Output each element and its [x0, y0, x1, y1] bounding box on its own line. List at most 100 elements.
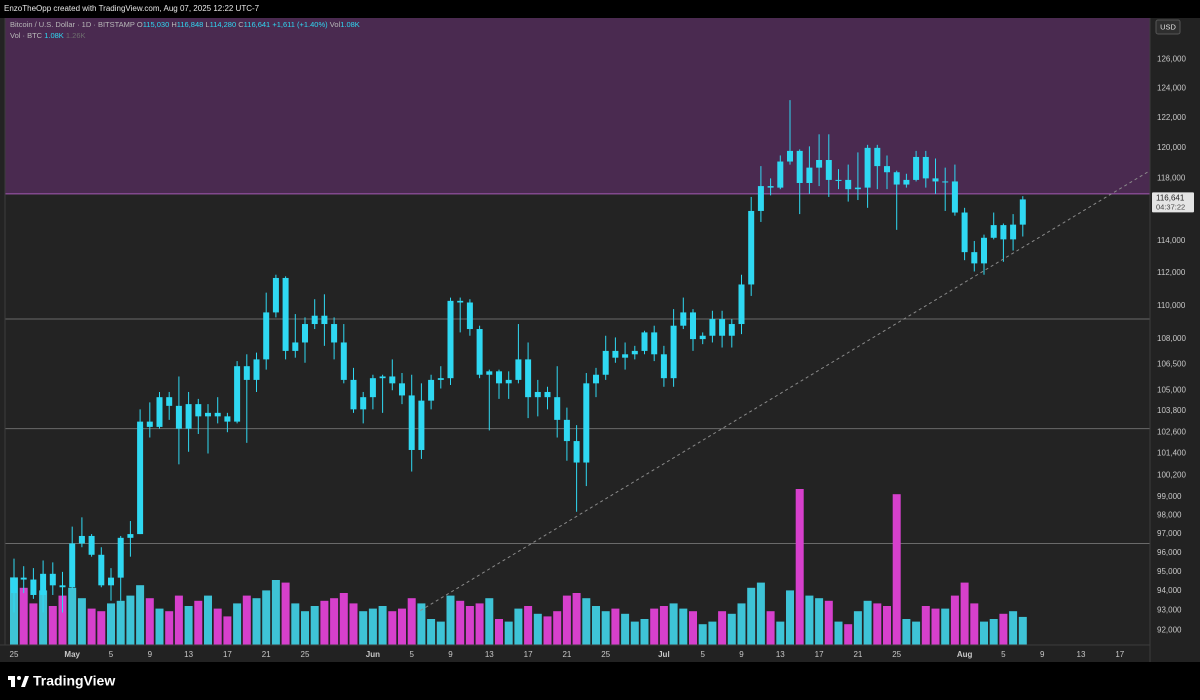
candle-body — [505, 379, 512, 384]
y-tick-label: 124,000 — [1157, 83, 1186, 92]
brand-logo — [8, 676, 29, 687]
x-tick-label: 17 — [524, 650, 533, 659]
candle-body — [699, 335, 706, 340]
volume-bar — [184, 606, 193, 645]
candle-body — [321, 315, 328, 325]
x-tick-label: 13 — [776, 650, 785, 659]
candle-body — [757, 186, 764, 211]
volume-bar — [950, 595, 959, 645]
candle-body — [903, 179, 910, 185]
candle-body — [573, 441, 580, 463]
countdown-label: 04:37:22 — [1156, 202, 1185, 211]
volume-bar — [892, 494, 901, 645]
volume-bar — [77, 598, 86, 645]
volume-bar — [844, 624, 853, 645]
volume-bar — [572, 593, 581, 645]
candle-body — [311, 315, 318, 325]
y-tick-label: 112,000 — [1157, 268, 1186, 277]
volume-bar — [330, 598, 339, 645]
y-tick-label: 102,600 — [1157, 427, 1186, 436]
x-tick-label: May — [64, 650, 80, 659]
legend-key: Vol — [330, 20, 341, 29]
currency-label: USD — [1160, 22, 1176, 31]
candle-body — [612, 350, 619, 358]
legend-value: 116,641 — [244, 20, 271, 29]
candle-body — [108, 577, 114, 586]
volume-bar — [941, 608, 950, 645]
legend-value: 1.08K — [340, 20, 360, 29]
volume-bar — [475, 603, 484, 645]
candle-body — [117, 537, 124, 578]
header-text: EnzoTheOpp created with TradingView.com,… — [4, 4, 260, 13]
candle-body — [331, 324, 338, 343]
volume-bar — [339, 593, 348, 645]
legend-change: +1,611 (+1.40%) — [272, 20, 328, 29]
volume-bar — [708, 621, 717, 645]
volume-bar — [388, 611, 397, 645]
candle-body — [447, 300, 454, 379]
candle-body — [835, 179, 842, 181]
volume-bar — [368, 608, 377, 645]
candle-body — [709, 319, 716, 336]
volume-bar — [446, 595, 455, 645]
volume-bar — [456, 600, 465, 645]
legend-key: O — [137, 20, 143, 29]
candle-body — [40, 573, 47, 595]
y-tick-label: 94,000 — [1157, 586, 1182, 595]
x-tick-label: 5 — [109, 650, 114, 659]
volume-bar — [271, 580, 280, 645]
candle-body — [563, 419, 570, 442]
x-tick-label: 9 — [1040, 650, 1045, 659]
candle-body — [78, 535, 85, 544]
volume-bar — [650, 608, 659, 645]
candle-body — [884, 166, 890, 173]
volume-bar — [834, 621, 843, 645]
volume-bar — [213, 608, 222, 645]
candle-body — [1010, 224, 1017, 240]
x-tick-label: 21 — [562, 650, 571, 659]
legend-value: 1.08K — [44, 31, 64, 40]
y-tick-label: 103,800 — [1157, 406, 1186, 415]
volume-bar — [727, 613, 736, 645]
volume-bar — [68, 587, 77, 645]
volume-bar — [999, 613, 1008, 645]
volume-bar — [524, 606, 533, 645]
y-tick-label: 105,000 — [1157, 385, 1186, 394]
candle-body — [544, 391, 551, 398]
candle-body — [922, 156, 929, 179]
candle-body — [205, 412, 211, 417]
candle-body — [127, 534, 134, 538]
candle-body — [796, 150, 803, 183]
volume-bar — [242, 595, 251, 645]
candle-body — [369, 378, 376, 398]
candle-body — [302, 324, 308, 343]
y-tick-label: 120,000 — [1157, 143, 1186, 152]
x-tick-label: 5 — [409, 650, 414, 659]
logo-part — [17, 676, 21, 680]
volume-bar — [116, 600, 125, 645]
volume-bar — [756, 582, 765, 645]
x-tick-label: Aug — [957, 650, 973, 659]
volume-bar — [815, 598, 824, 645]
candle-body — [20, 577, 27, 580]
volume-bar — [407, 598, 416, 645]
candle-body — [175, 405, 182, 429]
volume-bar — [805, 595, 814, 645]
volume-bar — [853, 611, 862, 645]
candle-body — [534, 391, 541, 398]
x-tick-label: 25 — [892, 650, 901, 659]
candle-body — [990, 225, 997, 238]
volume-bar — [136, 585, 145, 645]
volume-bar — [495, 619, 503, 645]
volume-bar — [223, 616, 232, 645]
volume-bar — [786, 590, 794, 645]
y-tick-label: 95,000 — [1157, 567, 1182, 576]
volume-bar — [504, 621, 513, 645]
candle-body — [1019, 199, 1026, 225]
volume-bar — [233, 603, 242, 645]
price-axis — [1150, 18, 1200, 662]
volume-bar — [320, 600, 329, 645]
candle-body — [272, 277, 279, 313]
volume-bar — [87, 608, 96, 645]
